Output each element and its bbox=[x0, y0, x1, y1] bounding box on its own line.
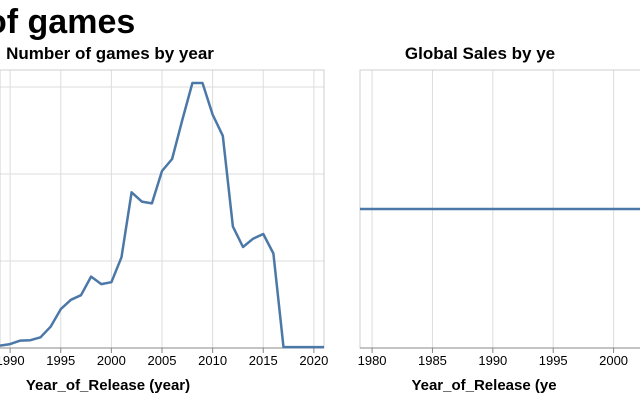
chart-title: Number of games by year bbox=[6, 44, 214, 63]
x-tick-label: 2010 bbox=[198, 353, 227, 368]
x-tick-label: 1990 bbox=[478, 353, 507, 368]
x-tick-label: 1995 bbox=[46, 353, 75, 368]
x-tick-label: 1980 bbox=[358, 353, 387, 368]
series-line bbox=[0, 81, 324, 349]
x-tick-label: 2020 bbox=[299, 353, 328, 368]
x-tick-label: 2000 bbox=[599, 353, 628, 368]
x-tick-label: 1990 bbox=[0, 353, 25, 368]
x-axis-title: Year_of_Release (year) bbox=[26, 377, 190, 394]
x-tick-label: 2005 bbox=[148, 353, 177, 368]
games-by-year-chart: Number of games by year 1990 1995 2000 2005 2… bbox=[0, 44, 328, 394]
page-title: of games bbox=[0, 3, 136, 41]
x-tick-label: 2000 bbox=[97, 353, 126, 368]
x-tick-label: 1985 bbox=[418, 353, 447, 368]
x-axis-title: Year_of_Release (ye bbox=[411, 377, 556, 394]
x-tick-label: 2015 bbox=[249, 353, 278, 368]
global-sales-chart: Global Sales by ye1980198519901995200020… bbox=[358, 44, 640, 394]
chart-title: Global Sales by ye bbox=[405, 44, 555, 63]
x-tick-label: 1995 bbox=[539, 353, 568, 368]
